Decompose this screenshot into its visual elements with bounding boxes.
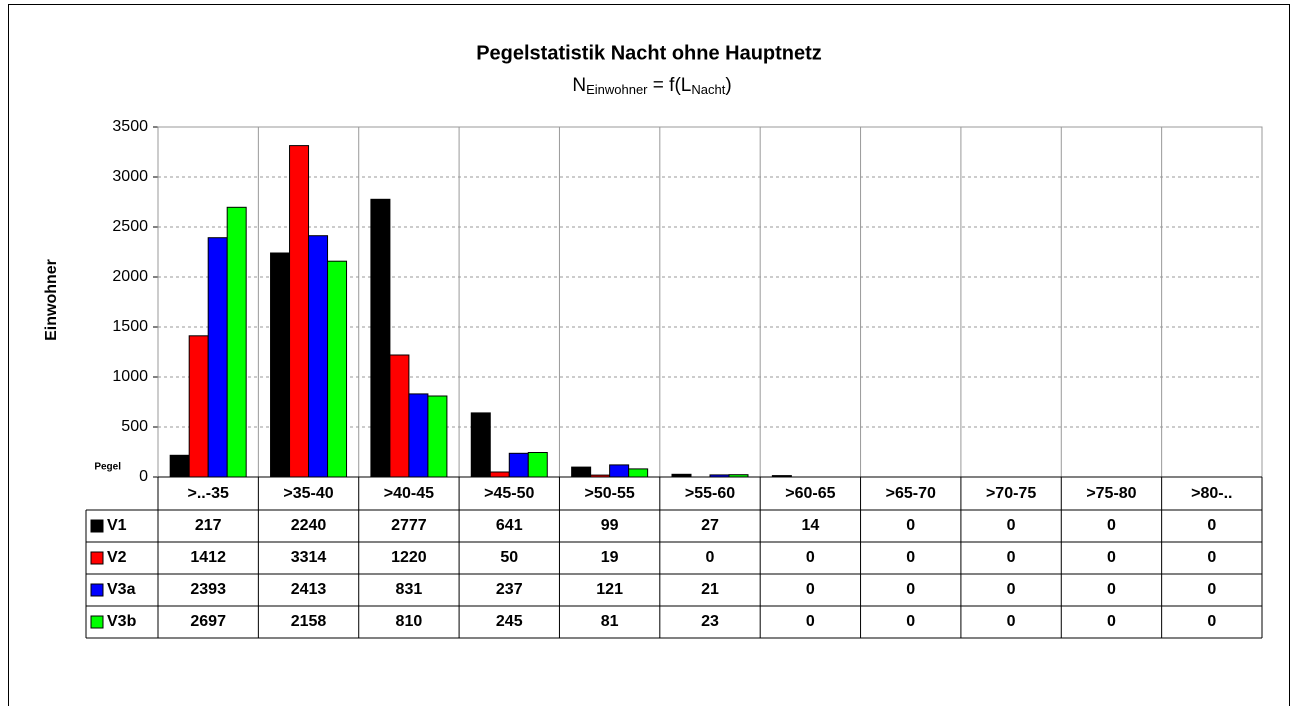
data-label: 0 <box>806 613 815 630</box>
data-label: 50 <box>500 549 518 566</box>
data-label: 0 <box>906 613 915 630</box>
data-label: 121 <box>596 581 623 598</box>
bar <box>289 145 310 478</box>
bar <box>327 260 348 478</box>
x-tick-label: >45-50 <box>484 485 534 502</box>
bar <box>207 237 228 478</box>
bar <box>226 206 247 478</box>
data-label: 19 <box>601 549 619 566</box>
y-tick-label: 0 <box>139 468 148 485</box>
y-tick-label: 1000 <box>112 368 148 385</box>
data-label: 0 <box>906 549 915 566</box>
bar <box>408 393 429 478</box>
data-label: 0 <box>1107 549 1116 566</box>
data-label: 237 <box>496 581 523 598</box>
data-label: 3314 <box>291 549 327 566</box>
legend-label: V1 <box>107 517 127 534</box>
bar <box>188 335 209 478</box>
data-label: 0 <box>1007 581 1016 598</box>
data-label: 0 <box>706 549 715 566</box>
data-label: 2393 <box>190 581 226 598</box>
data-label: 0 <box>806 549 815 566</box>
data-label: 2777 <box>391 517 427 534</box>
legend-label: V3a <box>107 581 136 598</box>
x-tick-label: >35-40 <box>283 485 333 502</box>
data-label: 0 <box>1107 581 1116 598</box>
data-label: 14 <box>801 517 819 534</box>
bar <box>270 252 291 478</box>
bar <box>609 464 630 478</box>
bar <box>527 452 548 478</box>
bar <box>308 235 329 478</box>
data-label: 0 <box>906 581 915 598</box>
legend-swatch <box>90 551 104 565</box>
data-label: 99 <box>601 517 619 534</box>
bar <box>470 412 491 478</box>
data-label: 0 <box>1007 549 1016 566</box>
data-label: 810 <box>396 613 423 630</box>
y-tick-label: 2000 <box>112 268 148 285</box>
bar <box>508 452 529 478</box>
y-tick-label: 3500 <box>112 118 148 135</box>
legend-swatch <box>90 519 104 533</box>
x-tick-label: >60-65 <box>785 485 835 502</box>
data-label: 0 <box>906 517 915 534</box>
x-tick-label: >75-80 <box>1086 485 1136 502</box>
data-label: 2697 <box>190 613 226 630</box>
x-tick-label: >70-75 <box>986 485 1036 502</box>
data-label: 0 <box>1107 517 1116 534</box>
x-tick-label: >40-45 <box>384 485 434 502</box>
legend-label: V2 <box>107 549 127 566</box>
legend-label: V3b <box>107 613 137 630</box>
data-label: 2240 <box>291 517 327 534</box>
data-label: 2413 <box>291 581 327 598</box>
x-axis-label: Pegel <box>94 462 121 473</box>
bar <box>389 354 410 478</box>
data-label: 0 <box>1207 549 1216 566</box>
data-label: 641 <box>496 517 523 534</box>
data-label: 2158 <box>291 613 327 630</box>
bar <box>169 454 190 478</box>
chart-title: Pegelstatistik Nacht ohne Hauptnetz <box>476 42 822 64</box>
data-label: 0 <box>1007 517 1016 534</box>
data-label: 21 <box>701 581 719 598</box>
data-label: 0 <box>1007 613 1016 630</box>
data-label: 0 <box>1207 613 1216 630</box>
bar <box>370 198 391 478</box>
y-tick-label: 1500 <box>112 318 148 335</box>
data-label: 831 <box>396 581 423 598</box>
y-tick-label: 2500 <box>112 218 148 235</box>
data-label: 27 <box>701 517 719 534</box>
x-tick-label: >55-60 <box>685 485 735 502</box>
legend-swatch <box>90 615 104 629</box>
bar <box>628 468 649 478</box>
data-label: 23 <box>701 613 719 630</box>
data-label: 1412 <box>190 549 226 566</box>
data-label: 0 <box>1207 517 1216 534</box>
x-tick-label: >80-.. <box>1191 485 1232 502</box>
data-label: 0 <box>1207 581 1216 598</box>
x-tick-label: >..-35 <box>188 485 229 502</box>
x-tick-label: >50-55 <box>585 485 635 502</box>
data-label: 217 <box>195 517 222 534</box>
data-label: 245 <box>496 613 523 630</box>
chart-subtitle: NEinwohner = f(LNacht) <box>572 75 731 97</box>
data-label: 1220 <box>391 549 427 566</box>
legend-swatch <box>90 583 104 597</box>
y-tick-label: 500 <box>121 418 148 435</box>
data-label: 0 <box>806 581 815 598</box>
bar <box>427 395 448 478</box>
y-tick-label: 3000 <box>112 168 148 185</box>
bar <box>571 466 592 478</box>
x-tick-label: >65-70 <box>886 485 936 502</box>
data-label: 0 <box>1107 613 1116 630</box>
bar <box>489 471 510 478</box>
y-axis-label: Einwohner <box>43 259 60 341</box>
data-label: 81 <box>601 613 619 630</box>
